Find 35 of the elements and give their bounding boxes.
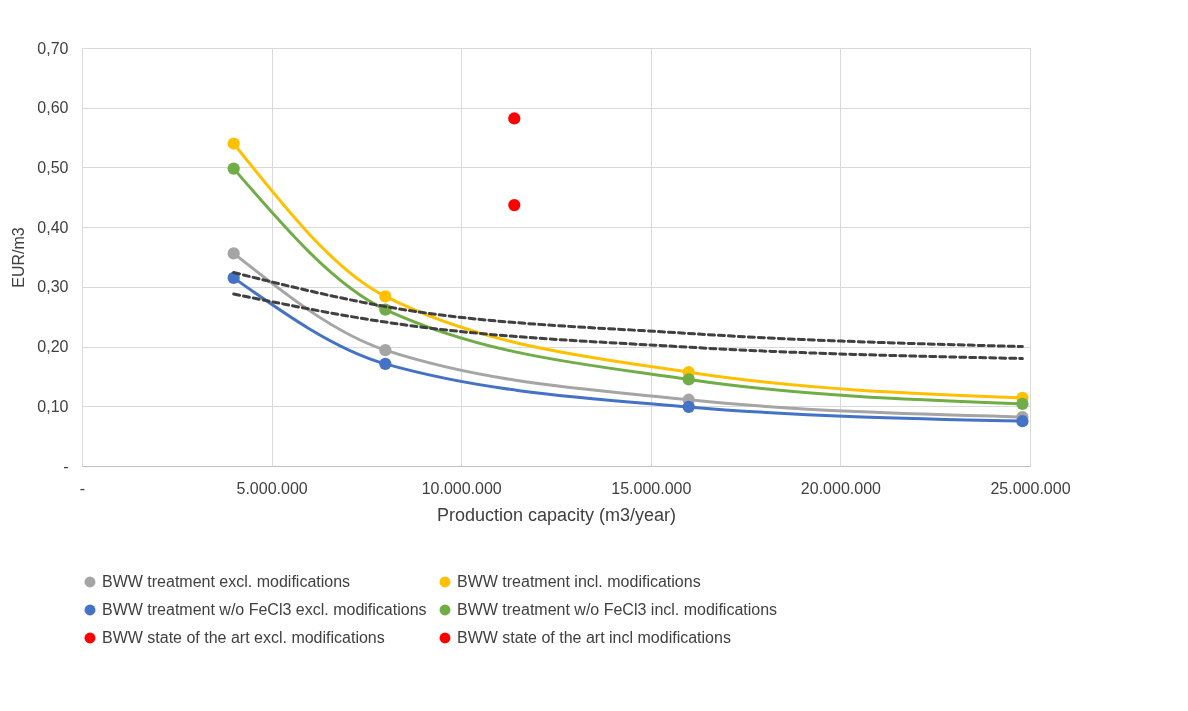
legend-label: BWW state of the art incl modifications xyxy=(457,629,731,646)
x-tick-label: 25.000.000 xyxy=(990,479,1071,497)
point xyxy=(379,357,392,370)
point xyxy=(227,162,240,175)
y-axis-title: EUR/m3 xyxy=(10,227,28,288)
y-tick-label: 0,10 xyxy=(37,397,69,415)
point xyxy=(227,247,240,260)
x-tick-label: 15.000.000 xyxy=(611,479,692,497)
legend-label: BWW treatment w/o FeCl3 incl. modifications xyxy=(457,601,778,618)
point xyxy=(682,400,695,413)
y-tick-label: 0,30 xyxy=(37,278,69,296)
x-axis-title: Production capacity (m3/year) xyxy=(436,504,677,525)
y-tick-label: - xyxy=(63,457,69,475)
legend-label: BWW treatment incl. modifications xyxy=(457,573,701,590)
point xyxy=(1016,415,1029,428)
y-tick-label: 0,20 xyxy=(37,338,69,356)
x-tick-label: 20.000.000 xyxy=(800,479,882,497)
point xyxy=(1016,397,1029,411)
x-tick-label: 10.000.000 xyxy=(421,479,502,497)
point xyxy=(682,373,695,386)
line-series xyxy=(232,292,1024,361)
point xyxy=(379,290,392,303)
legend-label: BWW state of the art excl. modifications xyxy=(102,629,385,646)
point xyxy=(508,198,521,212)
x-tick-label: - xyxy=(79,479,86,497)
legend-label: BWW treatment excl. modifications xyxy=(102,573,351,590)
point xyxy=(379,344,392,357)
legend-label: BWW treatment w/o FeCl3 excl. modifications xyxy=(102,601,427,618)
point xyxy=(227,137,240,150)
y-tick-label: 0,60 xyxy=(37,99,69,117)
y-tick-label: 0,40 xyxy=(37,218,69,236)
point xyxy=(508,112,521,125)
y-tick-label: 0,70 xyxy=(37,39,69,57)
y-tick-label: 0,50 xyxy=(37,158,69,176)
x-tick-label: 5.000.000 xyxy=(236,479,308,497)
